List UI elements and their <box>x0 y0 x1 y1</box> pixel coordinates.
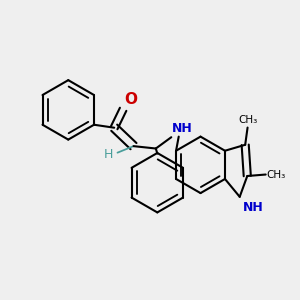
Text: O: O <box>124 92 138 107</box>
Text: H: H <box>104 148 114 161</box>
Text: NH: NH <box>172 122 193 135</box>
Text: CH₃: CH₃ <box>238 115 257 125</box>
Text: NH: NH <box>243 201 264 214</box>
Text: CH₃: CH₃ <box>267 169 286 179</box>
